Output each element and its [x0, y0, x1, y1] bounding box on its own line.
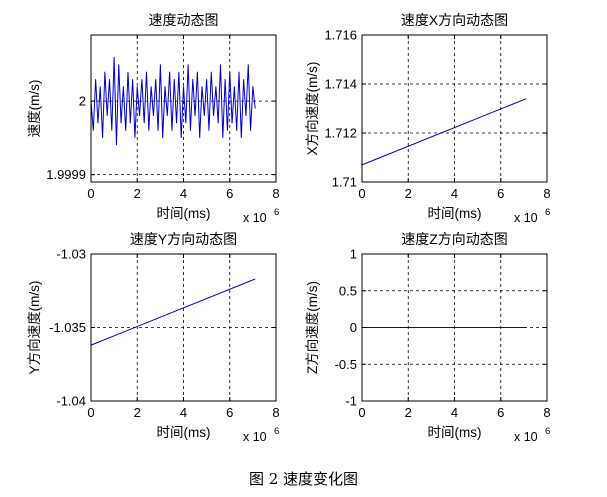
y-tick-label: 2 [79, 94, 86, 109]
x-tick-label: 8 [543, 405, 550, 420]
x-tick-label: 8 [272, 405, 279, 420]
x-tick-label: 0 [87, 405, 94, 420]
y-tick-label: 1.71 [332, 175, 357, 190]
y-tick-label: -1 [345, 394, 357, 409]
x-tick-label: 4 [451, 405, 458, 420]
x-tick-label: 0 [87, 186, 94, 201]
x-tick-label: 2 [134, 186, 141, 201]
x-axis-label: 时间(ms) [157, 206, 211, 221]
x-tick-label: 0 [358, 405, 365, 420]
x-multiplier-exponent: 6 [274, 207, 279, 218]
x-tick-label: 6 [497, 186, 504, 201]
x-axis-label: 时间(ms) [428, 206, 482, 221]
x-multiplier-base: x 10 [243, 211, 267, 225]
y-axis-label: Z方向速度(m/s) [305, 281, 320, 374]
y-tick-label: 1 [350, 247, 357, 262]
x-multiplier-base: x 10 [514, 211, 538, 225]
y-tick-label: 1.712 [324, 126, 357, 141]
x-multiplier-exponent: 6 [545, 207, 550, 218]
y-tick-label: 1.9999 [46, 167, 86, 182]
x-tick-label: 2 [405, 186, 412, 201]
x-tick-label: 6 [226, 405, 233, 420]
y-axis-label: 速度(m/s) [27, 80, 42, 138]
x-tick-label: 4 [180, 186, 187, 201]
series-line [90, 57, 256, 146]
figure-caption: 图 2 速度变化图 [248, 470, 359, 488]
chart-title: 速度X方向动态图 [401, 12, 508, 28]
x-tick-label: 8 [543, 186, 550, 201]
series-line [90, 278, 256, 346]
x-tick-label: 4 [180, 405, 187, 420]
y-tick-label: -1.04 [56, 394, 86, 409]
x-tick-label: 6 [226, 186, 233, 201]
x-axis-label: 时间(ms) [157, 425, 211, 440]
x-tick-label: 4 [451, 186, 458, 201]
x-multiplier-base: x 10 [243, 430, 267, 444]
y-tick-label: -0.5 [335, 357, 357, 372]
y-tick-label: -1.03 [56, 247, 86, 262]
x-tick-label: 0 [358, 186, 365, 201]
x-multiplier-exponent: 6 [274, 426, 279, 437]
x-tick-label: 6 [497, 405, 504, 420]
y-tick-label: 0 [350, 320, 357, 335]
chart-title: 速度动态图 [149, 12, 219, 28]
chart-title: 速度Z方向动态图 [401, 231, 508, 247]
x-multiplier-exponent: 6 [545, 426, 550, 437]
x-tick-label: 2 [405, 405, 412, 420]
y-tick-label: 1.716 [324, 28, 357, 43]
x-tick-label: 8 [272, 186, 279, 201]
y-tick-label: 0.5 [339, 283, 357, 298]
y-tick-label: 1.714 [324, 77, 357, 92]
x-axis-label: 时间(ms) [428, 425, 482, 440]
series-line [361, 98, 527, 166]
chart-title: 速度Y方向动态图 [130, 231, 237, 247]
x-tick-label: 2 [134, 405, 141, 420]
y-axis-label: X方向速度(m/s) [305, 62, 320, 156]
x-multiplier-base: x 10 [514, 430, 538, 444]
y-axis-label: Y方向速度(m/s) [27, 281, 42, 375]
y-tick-label: -1.035 [49, 320, 86, 335]
